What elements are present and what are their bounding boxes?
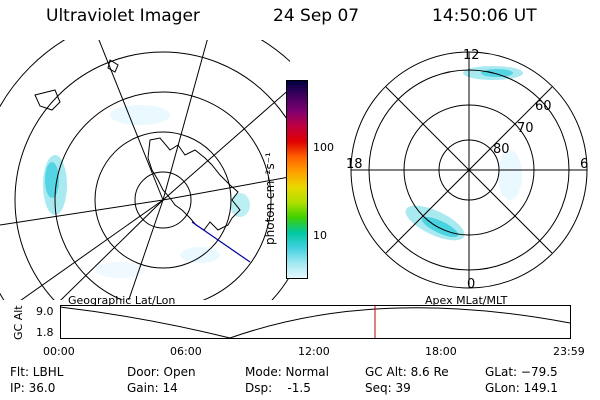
mag-mlt-6-label: 6 [580,157,588,172]
status-mode: Mode: Normal [245,365,329,379]
x-tick-2359: 23:59 [553,345,585,358]
date-label: 24 Sep 07 [273,6,360,26]
geo-terminator-line [191,221,251,263]
geographic-map-panel [0,40,290,300]
color-scale-bar [286,80,308,279]
mag-mlt-18-label: 18 [346,157,363,172]
geo-meridians [0,40,290,300]
x-tick-1200: 12:00 [298,345,330,358]
status-door: Door: Open [127,365,196,379]
status-seq: Seq: 39 [365,381,411,395]
instrument-title: Ultraviolet Imager [46,6,200,26]
x-tick-1800: 18:00 [425,345,457,358]
altitude-ylabel: GC Alt [12,305,25,340]
status-ip: IP: 36.0 [10,381,56,395]
altitude-ymax-tick: 9.0 [36,305,54,318]
status-flt: Flt: LBHL [10,365,64,379]
mag-lat-60-label: 60 [535,99,552,114]
colorbar-tick-10: 10 [313,229,327,242]
status-glon: GLon: 149.1 [485,381,558,395]
mag-mlt-12-label: 12 [463,48,480,63]
altitude-strip-chart [60,305,571,339]
altitude-curve [60,306,571,339]
status-dsp: Dsp: -1.5 [245,381,311,395]
status-glat: GLat: −79.5 [485,365,558,379]
status-gain: Gain: 14 [127,381,178,395]
geo-aurora-emission [43,105,250,278]
mag-mlt-0-label: 0 [467,277,475,292]
altitude-ymin-tick: 1.8 [36,326,54,339]
geo-coastline [147,137,241,231]
geo-latitude-circles [0,40,290,300]
colorbar-tick-100: 100 [313,141,334,154]
mag-lat-80-label: 80 [493,142,510,157]
x-tick-0000: 00:00 [43,345,75,358]
time-label: 14:50:06 UT [432,6,537,26]
status-gc-alt: GC Alt: 8.6 Re [365,365,449,379]
colorbar-unit-label: photon cm⁻²s⁻¹ [263,152,277,245]
geo-panel-label: Geographic Lat/Lon [68,294,176,307]
magnetic-map-panel: 12 0 18 6 60 70 80 [346,48,588,292]
mag-panel-label: Apex MLat/MLT [425,294,508,307]
mag-lat-70-label: 70 [517,121,534,136]
x-tick-0600: 06:00 [170,345,202,358]
mag-grid [350,51,588,289]
